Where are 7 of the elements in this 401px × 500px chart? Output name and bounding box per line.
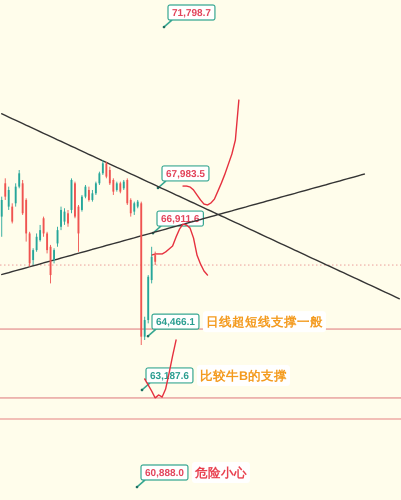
annotation: 64,466.1	[156, 317, 196, 328]
note: 比较牛B的支撑	[196, 364, 290, 386]
annotation: 67,983.5	[166, 169, 206, 180]
note: 日线超短线支撑一般	[202, 311, 326, 332]
annotation: 66,911.6	[161, 214, 200, 226]
annotation: 日线超短线支撑一般	[206, 315, 324, 330]
note: 危险小心	[192, 462, 250, 483]
